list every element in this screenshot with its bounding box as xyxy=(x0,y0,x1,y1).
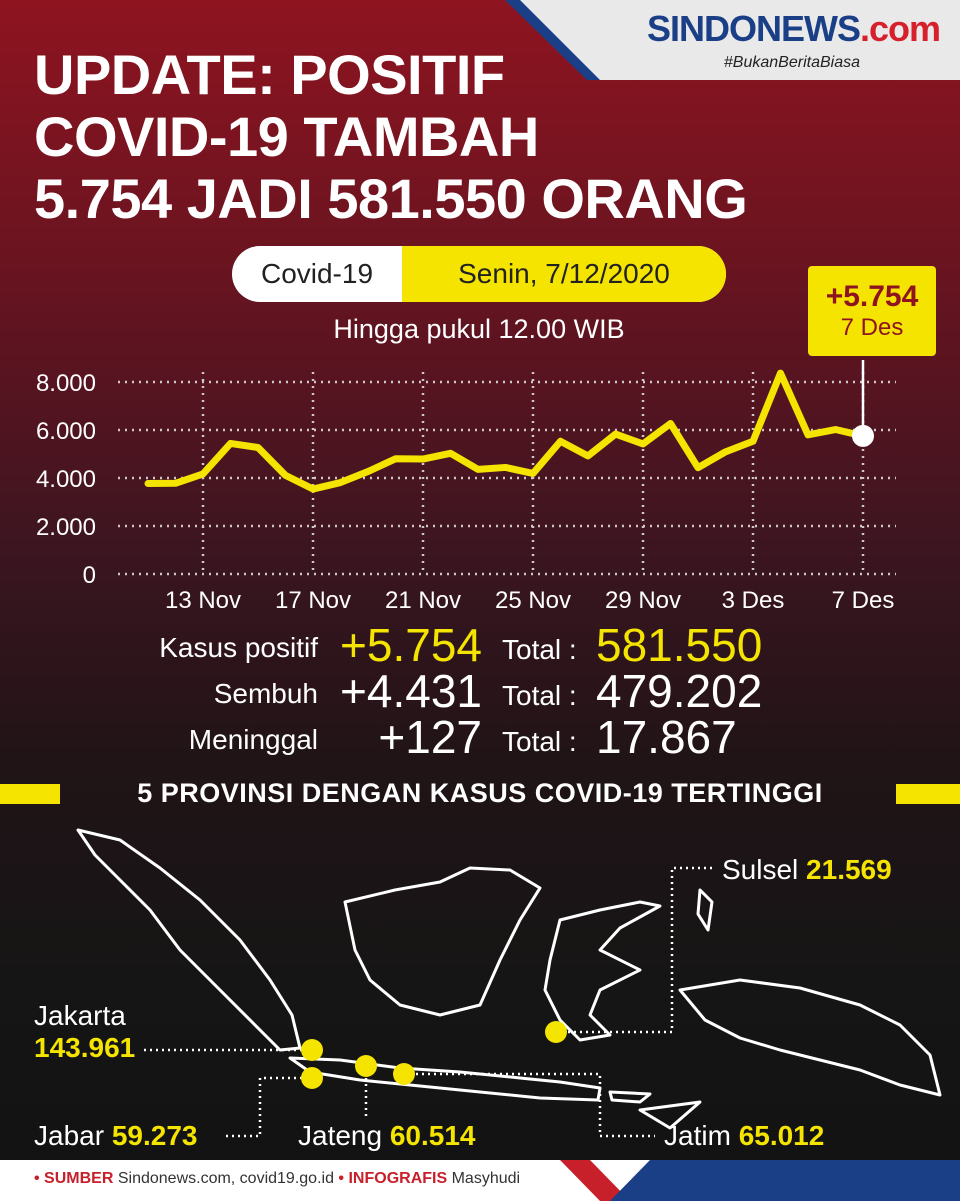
x-tick-label: 3 Des xyxy=(722,587,785,614)
province-name-jateng: Jateng xyxy=(298,1120,383,1151)
x-tick-label: 13 Nov xyxy=(165,587,241,614)
y-tick-label: 0 xyxy=(83,562,96,589)
stat-label-meninggal: Meninggal xyxy=(188,724,318,755)
stat-delta-meninggal: +127 xyxy=(378,711,482,763)
logo-band xyxy=(520,0,960,80)
map-island-maluku-north xyxy=(696,888,714,932)
dot-sulsel xyxy=(545,1021,567,1043)
map-island-nusa-tenggara xyxy=(608,1090,652,1104)
leader-jatim xyxy=(404,1072,655,1138)
map-island-kalimantan xyxy=(343,866,542,1017)
y-tick-label: 6.000 xyxy=(36,418,96,445)
province-value-jabar: 59.273 xyxy=(111,1120,198,1151)
province-name-jabar: Jabar xyxy=(34,1120,105,1151)
footer-credits: • SUMBER Sindonews.com, covid19.go.id • … xyxy=(34,1170,520,1188)
logo-main: SINDONEWS xyxy=(646,8,861,49)
stat-delta-sembuh: +4.431 xyxy=(340,665,482,717)
leader-sulsel xyxy=(556,866,712,1034)
dot-jabar xyxy=(301,1067,323,1089)
stat-label-sembuh: Sembuh xyxy=(213,678,318,709)
footer-info-label: • INFOGRAFIS xyxy=(338,1170,448,1187)
dot-jatim xyxy=(393,1063,415,1085)
brand-logo[interactable]: SINDONEWS.com xyxy=(610,8,941,50)
province-label-sulsel: Sulsel 21.569 xyxy=(722,854,892,886)
headline: UPDATE: POSITIF COVID-19 TAMBAH 5.754 JA… xyxy=(34,44,814,230)
footer-info-text: Masyhudi xyxy=(451,1170,521,1187)
headline-line-2: COVID-19 TAMBAH xyxy=(34,105,539,168)
stat-row-sembuh: Sembuh +4.431 Total : 479.202 xyxy=(0,668,960,714)
province-name-jatim: Jatim xyxy=(664,1120,731,1151)
x-tick-label: 21 Nov xyxy=(385,587,461,614)
province-label-jatim: Jatim 65.012 xyxy=(664,1120,824,1152)
stat-total-meninggal: 17.867 xyxy=(596,711,737,763)
y-tick-label: 8.000 xyxy=(36,370,96,397)
series-line xyxy=(144,369,867,493)
map-island-sulawesi xyxy=(543,900,662,1042)
banner-bar-left xyxy=(0,784,60,804)
time-subtitle: Hingga pukul 12.00 WIB xyxy=(333,314,625,344)
province-value-jateng: 60.514 xyxy=(389,1120,476,1151)
stat-total-label-positif: Total : xyxy=(502,634,577,665)
x-tick-label: 25 Nov xyxy=(495,587,571,614)
latest-callout: +5.754 7 Des xyxy=(808,266,936,356)
date-pill: Covid-19 Senin, 7/12/2020 xyxy=(232,246,726,302)
y-tick-label: 4.000 xyxy=(36,466,96,493)
banner-bar-right xyxy=(896,784,960,804)
province-label-jabar: Jabar 59.273 xyxy=(34,1120,197,1152)
footer-blue-block xyxy=(610,1160,960,1201)
province-value-sulsel: 21.569 xyxy=(806,854,892,885)
y-tick-label: 2.000 xyxy=(36,514,96,541)
stat-row-meninggal: Meninggal +127 Total : 17.867 xyxy=(0,714,960,760)
stats-panel: Kasus positif +5.754 Total : 581.550 Sem… xyxy=(0,622,960,762)
footer-source-text: Sindonews.com, covid19.go.id xyxy=(117,1170,334,1187)
province-label-jakarta: Jakarta 143.961 xyxy=(34,1000,135,1064)
stat-total-positif: 581.550 xyxy=(596,619,763,671)
province-value-jatim: 65.012 xyxy=(738,1120,825,1151)
indonesia-map xyxy=(76,828,942,1138)
dot-jateng xyxy=(355,1055,377,1077)
x-tick-label: 17 Nov xyxy=(275,587,351,614)
callout-value: +5.754 xyxy=(825,280,919,313)
province-value-jakarta: 143.961 xyxy=(34,1032,136,1063)
map-island-papua xyxy=(678,978,942,1097)
headline-line-1: UPDATE: POSITIF xyxy=(34,43,505,106)
map-island-java xyxy=(288,1056,602,1102)
stat-total-label-meninggal: Total : xyxy=(502,726,577,757)
stat-label-positif: Kasus positif xyxy=(159,632,318,663)
brand-tagline: #BukanBeritaBiasa xyxy=(723,54,860,71)
provinces-title: 5 PROVINSI DENGAN KASUS COVID-19 TERTING… xyxy=(137,778,823,808)
logo-suffix: .com xyxy=(859,8,941,49)
map-island-timor xyxy=(638,1100,702,1130)
province-dots xyxy=(301,1021,567,1089)
stat-total-sembuh: 479.202 xyxy=(596,665,763,717)
highlight-point xyxy=(852,424,874,447)
x-tick-label: 29 Nov xyxy=(605,587,681,614)
province-name-jakarta: Jakarta xyxy=(34,1000,126,1031)
pill-topic: Covid-19 xyxy=(260,258,374,289)
dot-jakarta xyxy=(301,1039,323,1061)
callout-date: 7 Des xyxy=(840,314,904,341)
stat-delta-positif: +5.754 xyxy=(340,619,482,671)
province-label-jateng: Jateng 60.514 xyxy=(298,1120,476,1152)
stat-row-positif: Kasus positif +5.754 Total : 581.550 xyxy=(0,622,960,668)
stat-total-label-sembuh: Total : xyxy=(502,680,577,711)
footer-source-label: • SUMBER xyxy=(34,1170,114,1187)
pill-date: Senin, 7/12/2020 xyxy=(402,246,726,302)
leader-lines xyxy=(144,866,712,1138)
province-name-sulsel: Sulsel xyxy=(722,854,799,885)
x-tick-label: 7 Des xyxy=(832,587,895,614)
daily-cases-chart: 0 2.000 4.000 6.000 8.000 13 Nov 17 Nov 21 Nov 2… xyxy=(36,360,896,614)
headline-line-3: 5.754 JADI 581.550 ORANG xyxy=(34,167,748,230)
